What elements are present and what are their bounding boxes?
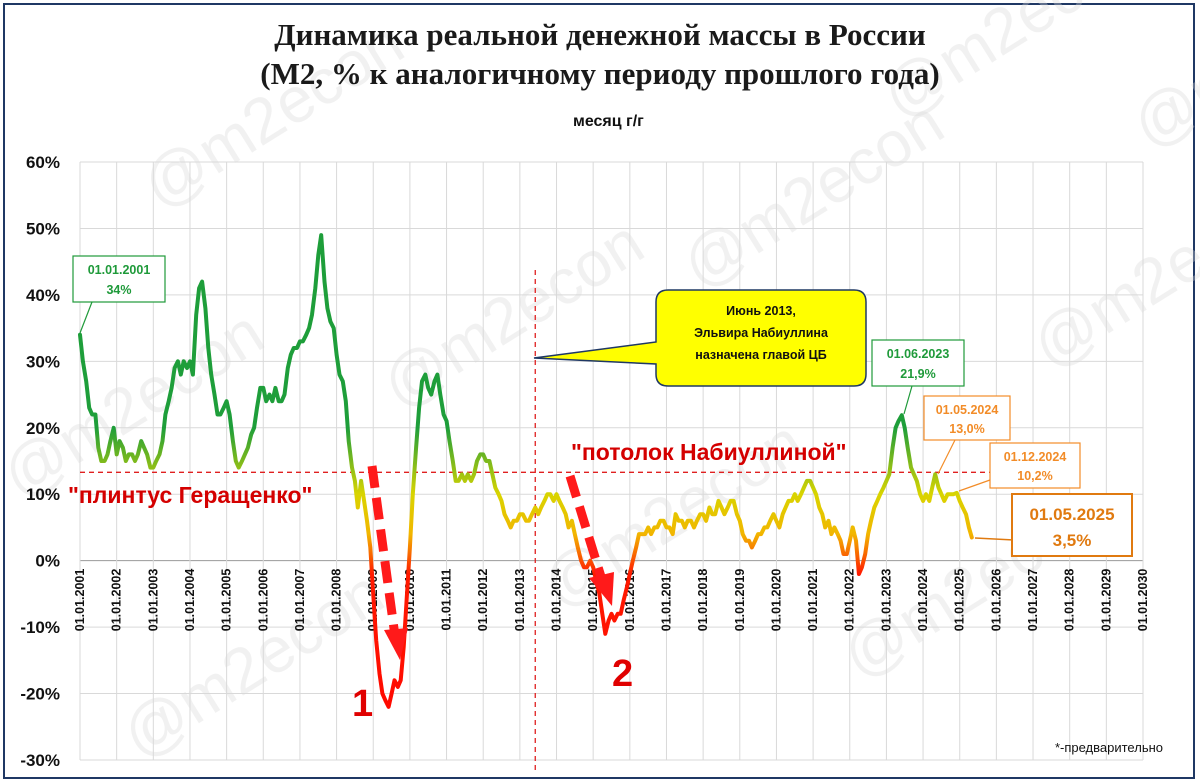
- callout-jun2013-line1: Июнь 2013,: [726, 304, 796, 318]
- ceiling-label: "потолок Набиуллиной": [571, 439, 847, 465]
- x-tick-label: 01.01.2022: [843, 569, 857, 632]
- legend: месяц г/г: [538, 113, 644, 130]
- watermark-text: @m2econ: [0, 296, 276, 512]
- callout-may2025-value: 3,5%: [1053, 531, 1092, 550]
- y-tick-label: -30%: [20, 751, 60, 770]
- x-tick-label: 01.01.2026: [989, 569, 1003, 632]
- watermark-text: @m2econ: [1019, 166, 1200, 382]
- arrow-2: [565, 474, 614, 606]
- x-tick-label: 01.01.2007: [293, 569, 307, 632]
- y-tick-label: 60%: [26, 153, 60, 172]
- callout-jun2023-value: 21,9%: [900, 367, 935, 381]
- x-tick-label: 01.01.2006: [256, 569, 270, 632]
- watermark-text: @m2econ: [1119, 0, 1200, 162]
- x-tick-label: 01.01.2001: [73, 569, 87, 632]
- x-axis: 01.01.2001 01.01.2002 01.01.2003 01.01.2004…: [73, 569, 1150, 632]
- x-tick-label: 01.01.2020: [769, 569, 783, 632]
- x-tick-label: 01.01.2023: [879, 569, 893, 632]
- chart-title: Динамика реальной денежной массы в Росси…: [274, 17, 926, 52]
- callout-jan2001: 01.01.2001 34%: [72, 255, 166, 334]
- series-group: [78, 233, 974, 709]
- callout-may2024-value: 13,0%: [949, 422, 984, 436]
- callout-jan2001-date: 01.01.2001: [88, 263, 151, 277]
- floor-label: "плинтус Геращенко": [68, 482, 312, 508]
- callout-may2024-date: 01.05.2024: [936, 403, 999, 417]
- callout-may2024: 01.05.2024 13,0%: [923, 395, 1011, 475]
- x-tick-label: 01.01.2008: [330, 569, 344, 632]
- x-tick-label: 01.01.2014: [550, 569, 564, 632]
- x-tick-label: 01.01.2029: [1099, 569, 1113, 632]
- y-tick-label: 20%: [26, 419, 60, 438]
- callout-dec2024-date: 01.12.2024: [1004, 450, 1067, 464]
- callout-jun2013-line2: Эльвира Набиуллина: [694, 326, 829, 340]
- arrow-1: [367, 465, 408, 660]
- callout-jun2013: Июнь 2013, Эльвира Набиуллина назначена …: [533, 289, 867, 387]
- drop-2-label: 2: [612, 653, 633, 695]
- callout-jan2001-value: 34%: [106, 283, 131, 297]
- chart-subtitle: (М2, % к аналогичному периоду прошлого г…: [260, 56, 939, 91]
- callout-jun2023: 01.06.2023 21,9%: [871, 339, 965, 415]
- y-tick-label: 50%: [26, 219, 60, 238]
- footnote: *-предварительно: [1055, 740, 1163, 755]
- reference-lines: [80, 270, 993, 770]
- grid: [79, 161, 1144, 761]
- callout-dec2024: 01.12.2024 10,2%: [958, 442, 1081, 492]
- y-tick-label: 40%: [26, 286, 60, 305]
- legend-label: месяц г/г: [573, 113, 644, 130]
- x-tick-label: 01.01.2011: [440, 569, 454, 631]
- y-tick-label: -10%: [20, 618, 60, 637]
- x-tick-label: 01.01.2013: [513, 569, 527, 632]
- callout-jun2023-date: 01.06.2023: [887, 347, 950, 361]
- y-tick-label: 0%: [35, 552, 60, 571]
- x-tick-label: 01.01.2002: [110, 569, 124, 632]
- series-line-month-yoy: [78, 233, 974, 709]
- callout-dec2024-value: 10,2%: [1017, 469, 1052, 483]
- x-tick-label: 01.01.2005: [220, 569, 234, 632]
- x-tick-label: 01.01.2025: [953, 569, 967, 632]
- y-tick-label: 30%: [26, 352, 60, 371]
- y-tick-label: 10%: [26, 485, 60, 504]
- callout-jun2013-line3: назначена главой ЦБ: [695, 348, 826, 362]
- x-tick-label: 01.01.2004: [183, 569, 197, 632]
- watermark-text: @m2econ: [369, 206, 655, 422]
- callout-may2025-date: 01.05.2025: [1029, 505, 1114, 524]
- drop-1-label: 1: [352, 683, 373, 725]
- x-tick-label: 01.01.2018: [696, 569, 710, 632]
- x-tick-label: 01.01.2017: [659, 569, 673, 632]
- x-tick-label: 01.01.2028: [1063, 569, 1077, 632]
- y-tick-label: -20%: [20, 685, 60, 704]
- x-tick-label: 01.01.2021: [806, 569, 820, 632]
- x-tick-label: 01.01.2012: [476, 569, 490, 632]
- x-tick-label: 01.01.2024: [916, 569, 930, 632]
- callout-may2025: 01.05.2025 3,5%: [974, 493, 1133, 557]
- x-tick-label: 01.01.2019: [733, 569, 747, 632]
- x-tick-label: 01.01.2027: [1026, 569, 1040, 632]
- x-tick-label: 01.01.2030: [1136, 569, 1150, 632]
- x-tick-label: 01.01.2003: [146, 569, 160, 632]
- y-axis: -30% -20% -10% 0% 10% 20% 30% 40% 50% 60%: [20, 153, 60, 770]
